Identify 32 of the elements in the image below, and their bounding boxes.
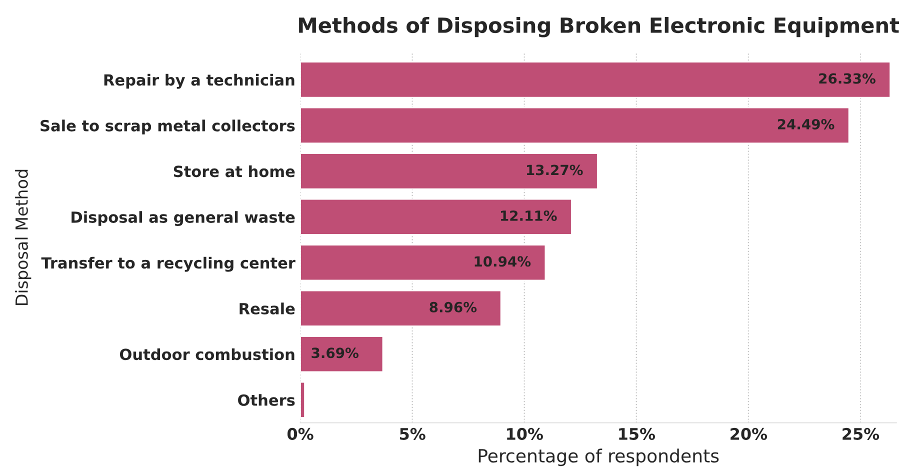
bar [300,198,572,236]
bar [300,244,546,282]
bar [300,61,891,98]
x-tick-label: 5% [400,428,426,440]
x-tick-label: 0% [288,428,314,440]
bar [300,336,384,373]
x-tick-label: 25% [842,428,880,440]
data-label: 10.94% [474,256,531,267]
data-label: 12.11% [501,210,557,221]
y-tick-label: Disposal as general waste [72,211,295,226]
bar [300,106,850,144]
x-axis-title: Percentage of respondents [478,448,719,466]
y-tick-label: Repair by a technician [104,74,294,89]
data-label: 24.49% [778,118,834,130]
bar [300,290,502,327]
bar [300,381,306,418]
y-tick-label: Resale [240,302,295,314]
chart-title: Methods of Disposing Broken Electronic Equipment [299,16,900,38]
x-tick-label: 10% [507,428,543,440]
y-tick-label: Outdoor combustion [120,348,294,360]
y-tick-label: Store at home [174,165,295,178]
y-axis-title: Disposal Method [15,170,32,305]
x-tick-label: 20% [730,428,768,440]
bar [300,152,598,190]
y-tick-label: Others [238,394,295,406]
data-label: 8.96% [430,302,477,312]
data-label: 26.33% [819,73,876,84]
y-tick-label: Sale to scrap metal collectors [40,120,295,134]
x-tick-label: 15% [619,428,656,440]
data-label: 13.27% [526,164,583,176]
data-label: 3.69% [312,348,359,358]
y-tick-label: Transfer to a recycling center [41,256,296,272]
